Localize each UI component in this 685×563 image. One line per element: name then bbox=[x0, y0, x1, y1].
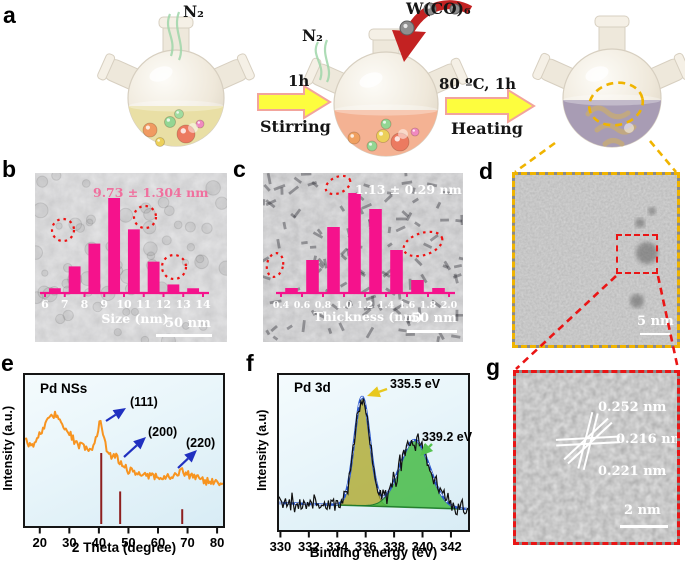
svg-text:338: 338 bbox=[383, 539, 405, 554]
svg-text:2.0: 2.0 bbox=[441, 300, 458, 311]
xps-peak2-label: 339.2 eV bbox=[422, 430, 473, 444]
svg-text:40: 40 bbox=[92, 535, 106, 550]
xrd-plot-box bbox=[23, 373, 225, 528]
svg-text:334: 334 bbox=[326, 539, 348, 554]
panel-label-e: e bbox=[1, 350, 14, 376]
svg-text:0.8: 0.8 bbox=[315, 300, 332, 311]
xps-x-axis: 330 332 334 336 338 340 342 bbox=[270, 532, 462, 554]
xps-x-axis-title: Binding energy (eV) bbox=[309, 545, 438, 560]
xps-sample-label: Pd 3d bbox=[294, 380, 331, 395]
panel-label-c: c bbox=[233, 156, 246, 182]
xrd-curve bbox=[25, 410, 223, 524]
xrd-x-axis-title: 2 Theta (degree) bbox=[71, 540, 177, 555]
particle-blobs-d bbox=[630, 207, 658, 308]
xrd-x-axis: 20 30 40 50 60 70 80 bbox=[33, 528, 224, 550]
svg-text:50: 50 bbox=[121, 535, 135, 550]
panel-label-g: g bbox=[486, 354, 501, 380]
svg-text:30: 30 bbox=[62, 535, 76, 550]
lattice-spacing-3: 0.221 nm bbox=[598, 464, 667, 479]
lattice-spacing-2: 0.216 nm bbox=[616, 432, 680, 447]
svg-text:1.0: 1.0 bbox=[336, 300, 353, 311]
scalebar-text-b: 50 nm bbox=[165, 316, 211, 331]
size-axis-label: Size (nm) bbox=[101, 311, 169, 326]
svg-text:20: 20 bbox=[33, 535, 47, 550]
svg-text:1.2: 1.2 bbox=[357, 300, 374, 311]
nitrogen-label-2: N₂ bbox=[302, 26, 323, 45]
thickness-histogram: 0.4 0.6 0.8 1.0 1.2 1.4 1.6 1.8 2.0 bbox=[273, 193, 458, 311]
step2-temp-label: 80 ºC, 1h bbox=[439, 75, 517, 93]
svg-text:1.6: 1.6 bbox=[399, 300, 416, 311]
xrd-peak-220-label: (220) bbox=[186, 436, 216, 450]
tem-noise-g bbox=[516, 373, 677, 542]
xrd-peak-111-label: (111) bbox=[130, 395, 158, 409]
svg-text:12: 12 bbox=[156, 298, 171, 311]
scalebar-line-b bbox=[156, 334, 212, 337]
panel-label-b: b bbox=[2, 156, 17, 182]
scalebar-line-g bbox=[620, 525, 668, 528]
svg-text:13: 13 bbox=[176, 298, 191, 311]
svg-text:1.4: 1.4 bbox=[378, 300, 395, 311]
svg-text:1.8: 1.8 bbox=[420, 300, 437, 311]
svg-text:0.4: 0.4 bbox=[273, 300, 290, 311]
nitrogen-label-1: N₂ bbox=[183, 2, 204, 21]
svg-text:0.6: 0.6 bbox=[294, 300, 311, 311]
svg-text:14: 14 bbox=[195, 298, 211, 311]
step1-time-label: 1h bbox=[288, 72, 310, 90]
svg-text:342: 342 bbox=[440, 539, 462, 554]
lattice-image-g: 0.252 nm 0.216 nm 0.221 nm 2 nm bbox=[513, 370, 680, 545]
svg-text:10: 10 bbox=[116, 298, 132, 311]
step2-action-label: Heating bbox=[451, 119, 523, 138]
scalebar-text-d: 5 nm bbox=[637, 314, 674, 329]
flask-graphic bbox=[97, 16, 255, 147]
tem-noise-c bbox=[263, 173, 463, 342]
svg-text:332: 332 bbox=[298, 539, 320, 554]
xps-curves bbox=[279, 395, 468, 516]
panel-label-a: a bbox=[3, 2, 16, 28]
thickness-annotation: 1.13 ± 0.29 nm bbox=[355, 182, 462, 197]
thickness-axis-label: Thickness (nm) bbox=[313, 309, 423, 324]
svg-text:60: 60 bbox=[151, 535, 165, 550]
svg-text:336: 336 bbox=[355, 539, 377, 554]
svg-text:80: 80 bbox=[210, 535, 224, 550]
size-histogram: 6 7 8 9 10 11 12 13 14 bbox=[40, 198, 211, 311]
scalebar-line-d bbox=[640, 333, 670, 335]
flask-graphic bbox=[303, 28, 469, 157]
svg-text:7: 7 bbox=[61, 298, 69, 311]
xrd-sample-label: Pd NSs bbox=[40, 381, 88, 396]
svg-text:11: 11 bbox=[136, 298, 151, 311]
svg-text:8: 8 bbox=[81, 298, 89, 311]
synthesis-scheme-graphic bbox=[97, 0, 685, 157]
xps-peak1-label: 335.5 eV bbox=[390, 377, 441, 391]
hrtem-image-d: 5 nm bbox=[512, 172, 680, 348]
svg-text:6: 6 bbox=[41, 298, 49, 311]
svg-text:70: 70 bbox=[180, 535, 194, 550]
step1-action-label: Stirring bbox=[260, 117, 331, 136]
xrd-y-axis-title: Intensity (a.u.) bbox=[0, 405, 15, 491]
tem-image-c: 0.4 0.6 0.8 1.0 1.2 1.4 1.6 1.8 2.0 1.13 ± 0.29 … bbox=[263, 173, 463, 342]
xps-y-axis-title: Intensity (a.u) bbox=[254, 409, 269, 491]
wco6-label: W(CO)₆ bbox=[406, 0, 471, 18]
lattice-spacing-1: 0.252 nm bbox=[598, 400, 667, 415]
size-annotation: 9.73 ± 1.304 nm bbox=[93, 185, 209, 200]
xrd-peak-200-label: (200) bbox=[148, 425, 178, 439]
svg-text:9: 9 bbox=[100, 298, 108, 311]
nanosheet-decoration-c bbox=[263, 173, 463, 342]
tem-image-b: 6 7 8 9 10 11 12 13 14 9.73 ± 1.304 nm Size (nm)… bbox=[35, 173, 227, 342]
lattice-direction-marks bbox=[555, 411, 621, 471]
scalebar-line-c bbox=[407, 330, 457, 333]
flask-graphic bbox=[532, 15, 685, 148]
svg-text:330: 330 bbox=[270, 539, 292, 554]
xps-plot-box bbox=[277, 373, 470, 532]
zoom-region-box bbox=[616, 234, 658, 274]
svg-text:340: 340 bbox=[412, 539, 434, 554]
panel-label-d: d bbox=[479, 158, 494, 184]
scalebar-text-c: 50 nm bbox=[411, 311, 457, 326]
panel-label-f: f bbox=[246, 350, 254, 376]
scalebar-text-g: 2 nm bbox=[624, 503, 661, 518]
